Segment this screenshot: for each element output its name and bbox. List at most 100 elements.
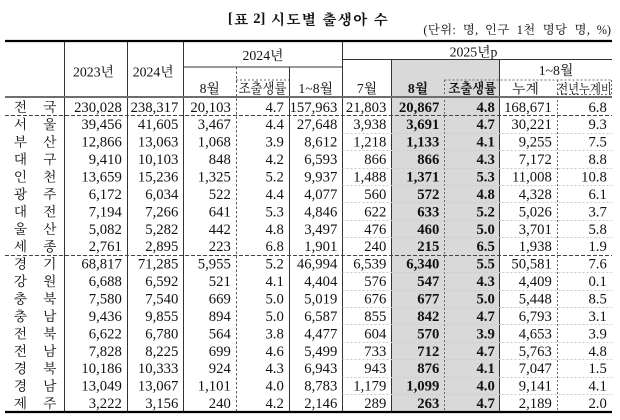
- svg-text:842: 842: [417, 309, 439, 325]
- svg-text:641: 641: [209, 204, 231, 220]
- svg-text:576: 576: [364, 274, 386, 290]
- svg-text:289: 289: [364, 396, 386, 412]
- svg-text:5.3: 5.3: [476, 169, 494, 185]
- svg-text:564: 564: [209, 326, 232, 342]
- svg-text:5.8: 5.8: [588, 222, 606, 238]
- svg-text:3,691: 3,691: [406, 117, 439, 133]
- svg-text:215: 215: [417, 239, 439, 255]
- svg-text:9,410: 9,410: [89, 152, 122, 168]
- svg-text:7.6: 7.6: [588, 257, 606, 273]
- svg-text:4.7: 4.7: [476, 344, 494, 360]
- svg-text:41,605: 41,605: [138, 117, 178, 133]
- svg-text:6,587: 6,587: [304, 309, 337, 325]
- svg-text:4,846: 4,846: [304, 204, 337, 220]
- svg-text:,: ,: [475, 23, 478, 37]
- svg-text:1,099: 1,099: [406, 379, 439, 395]
- svg-text:5,499: 5,499: [304, 344, 337, 360]
- svg-text:943: 943: [364, 361, 386, 377]
- svg-text:230,028: 230,028: [74, 100, 122, 116]
- svg-text:46,994: 46,994: [297, 257, 338, 273]
- svg-text:2,189: 2,189: [519, 396, 552, 412]
- svg-text:4.1: 4.1: [476, 361, 494, 377]
- svg-text:5.0: 5.0: [265, 309, 283, 325]
- svg-text::: :: [452, 23, 455, 37]
- svg-text:263: 263: [417, 396, 439, 412]
- svg-text:848: 848: [209, 152, 231, 168]
- svg-text:1,133: 1,133: [406, 135, 439, 151]
- svg-text:521: 521: [209, 274, 231, 290]
- svg-text:3.9: 3.9: [265, 135, 283, 151]
- svg-text:4.8: 4.8: [588, 344, 606, 360]
- svg-text:4.7: 4.7: [265, 100, 283, 116]
- svg-text:4.7: 4.7: [476, 309, 494, 325]
- svg-text:0.1: 0.1: [588, 274, 606, 290]
- svg-text:1,938: 1,938: [519, 239, 552, 255]
- svg-text:13,067: 13,067: [138, 379, 178, 395]
- svg-text:1,371: 1,371: [406, 169, 439, 185]
- svg-text:11,008: 11,008: [512, 169, 552, 185]
- svg-text:5,955: 5,955: [198, 257, 231, 273]
- svg-text:,: ,: [587, 23, 590, 37]
- svg-text:6,539: 6,539: [353, 257, 386, 273]
- svg-text:71,285: 71,285: [138, 257, 178, 273]
- svg-text:7,580: 7,580: [89, 291, 122, 307]
- svg-text:8,225: 8,225: [145, 344, 178, 360]
- svg-text:6,780: 6,780: [145, 326, 178, 342]
- svg-text:522: 522: [209, 187, 231, 203]
- svg-text:699: 699: [209, 344, 231, 360]
- svg-text:876: 876: [417, 361, 439, 377]
- svg-text:2]: 2]: [253, 11, 265, 27]
- svg-text:6,943: 6,943: [304, 361, 337, 377]
- svg-text:4,477: 4,477: [304, 326, 337, 342]
- svg-text:9,436: 9,436: [89, 309, 122, 325]
- svg-text:6,793: 6,793: [519, 309, 552, 325]
- svg-text:2025: 2025: [450, 45, 478, 60]
- svg-text:3.9: 3.9: [588, 326, 606, 342]
- svg-text:4.3: 4.3: [476, 152, 494, 168]
- svg-text:68,817: 68,817: [81, 257, 121, 273]
- svg-text:4.6: 4.6: [265, 344, 283, 360]
- svg-text:21,803: 21,803: [346, 100, 386, 116]
- svg-text:1: 1: [517, 23, 523, 37]
- svg-text:4.8: 4.8: [476, 187, 494, 203]
- svg-text:6.8: 6.8: [588, 100, 606, 116]
- svg-text:866: 866: [417, 152, 439, 168]
- svg-text:1.5: 1.5: [588, 361, 606, 377]
- svg-text:9,855: 9,855: [145, 309, 178, 325]
- svg-text:560: 560: [364, 187, 386, 203]
- svg-text:3,497: 3,497: [304, 222, 337, 238]
- svg-text:7.5: 7.5: [588, 135, 606, 151]
- svg-text:[: [: [228, 11, 233, 27]
- svg-text:3.9: 3.9: [476, 326, 494, 342]
- svg-text:2.0: 2.0: [588, 396, 606, 412]
- svg-text:2023: 2023: [73, 64, 101, 79]
- svg-text:9,255: 9,255: [519, 135, 552, 151]
- svg-text:6,340: 6,340: [406, 257, 439, 273]
- svg-text:6,034: 6,034: [145, 187, 179, 203]
- svg-text:13,049: 13,049: [81, 379, 121, 395]
- svg-text:1,101: 1,101: [198, 379, 231, 395]
- svg-text:4.7: 4.7: [476, 117, 494, 133]
- svg-text:3,701: 3,701: [519, 222, 552, 238]
- svg-text:15,236: 15,236: [138, 169, 178, 185]
- svg-text:6.8: 6.8: [265, 239, 283, 255]
- svg-text:27,648: 27,648: [297, 117, 337, 133]
- svg-text:570: 570: [417, 326, 439, 342]
- svg-text:5.2: 5.2: [476, 204, 494, 220]
- svg-text:2024: 2024: [243, 48, 271, 63]
- svg-text:9,141: 9,141: [519, 379, 552, 395]
- svg-text:10,333: 10,333: [138, 361, 178, 377]
- svg-text:13,659: 13,659: [81, 169, 121, 185]
- svg-text:5,448: 5,448: [519, 291, 552, 307]
- svg-text:10,186: 10,186: [81, 361, 121, 377]
- svg-text:476: 476: [364, 222, 386, 238]
- svg-text:6,592: 6,592: [145, 274, 178, 290]
- svg-text:4.0: 4.0: [265, 379, 283, 395]
- svg-text:7: 7: [357, 81, 364, 96]
- svg-text:4.4: 4.4: [265, 117, 284, 133]
- svg-text:733: 733: [364, 344, 386, 360]
- svg-text:1,901: 1,901: [304, 239, 337, 255]
- svg-text:13,063: 13,063: [138, 135, 178, 151]
- svg-text:2,895: 2,895: [145, 239, 178, 255]
- svg-text:3.8: 3.8: [265, 326, 283, 342]
